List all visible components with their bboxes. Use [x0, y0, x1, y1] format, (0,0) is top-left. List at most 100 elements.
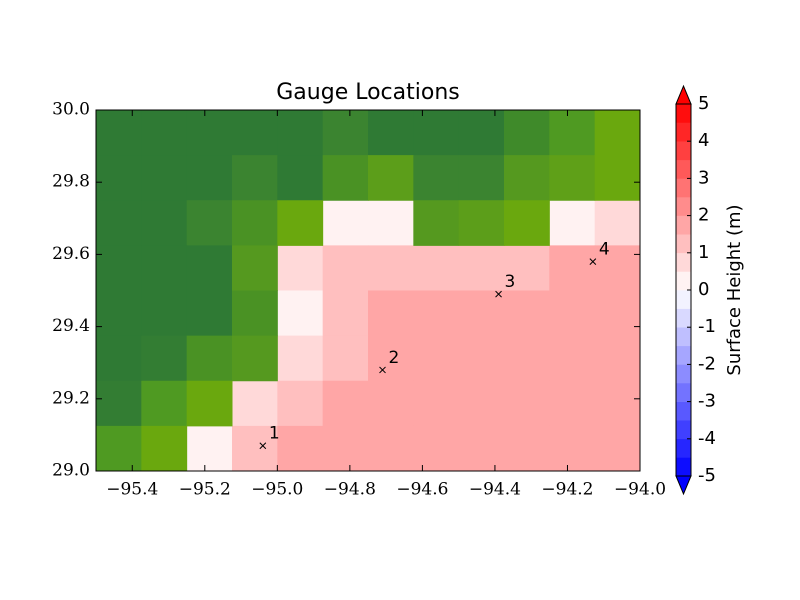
- y-tick-label: 30.0: [52, 100, 90, 120]
- colorbar-band: [676, 234, 691, 254]
- surface-cell: [322, 335, 369, 382]
- surface-cell: [322, 245, 369, 291]
- colorbar-band: [676, 141, 691, 161]
- colorbar-band: [676, 345, 691, 365]
- x-tick-label: −94.4: [469, 480, 521, 500]
- colorbar-tick-label: 5: [698, 93, 709, 114]
- surface-cell: [413, 335, 460, 382]
- surface-cell: [413, 425, 460, 472]
- colorbar-tick-label: -3: [698, 391, 716, 412]
- surface-cell: [368, 380, 414, 427]
- x-tick-label: −94.6: [396, 480, 448, 500]
- land-cell: [594, 110, 641, 156]
- gauge-label: 1: [269, 424, 280, 444]
- gauge-marker: [379, 366, 386, 374]
- colorbar-tick-label: -5: [698, 465, 716, 486]
- land-cell: [141, 155, 188, 201]
- colorbar-band: [676, 327, 691, 347]
- land-cell: [277, 110, 324, 156]
- surface-cell: [594, 425, 641, 472]
- land-cell: [186, 110, 233, 156]
- surface-cell: [549, 425, 596, 472]
- land-cell: [141, 290, 188, 337]
- y-tick-label: 29.2: [52, 388, 90, 408]
- land-cell: [186, 200, 233, 246]
- surface-cell: [458, 245, 505, 291]
- surface-cell: [368, 200, 414, 246]
- surface-cell: [277, 380, 324, 427]
- colorbar-tick-label: 3: [698, 167, 709, 188]
- land-cell: [232, 290, 278, 337]
- land-cell: [322, 155, 369, 201]
- surface-cell: [504, 290, 550, 337]
- colorbar-extend-top: [675, 84, 692, 105]
- surface-cell: [594, 245, 641, 291]
- gauge-marker: [495, 290, 502, 298]
- land-cell: [96, 155, 142, 201]
- land-cell: [186, 335, 233, 382]
- land-cell: [458, 200, 505, 246]
- surface-cell: [549, 245, 596, 291]
- surface-cell: [277, 245, 324, 291]
- colorbar-band: [676, 178, 691, 198]
- surface-cell: [458, 380, 505, 427]
- surface-cell: [549, 200, 596, 246]
- colorbar-tick-label: 1: [698, 242, 709, 263]
- land-cell: [141, 380, 188, 427]
- land-cell: [186, 380, 233, 427]
- land-cell: [504, 200, 550, 246]
- gauge-marker: [589, 258, 597, 265]
- land-cell: [277, 200, 324, 246]
- colorbar-tick-label: -4: [698, 428, 716, 449]
- colorbar-band: [676, 290, 691, 309]
- colorbar-band: [676, 420, 691, 440]
- land-cell: [141, 425, 188, 472]
- land-cell: [368, 155, 414, 201]
- colorbar-tick-label: -1: [698, 316, 716, 337]
- surface-cell: [504, 335, 550, 382]
- land-cell: [232, 200, 278, 246]
- land-cell: [96, 245, 142, 291]
- gauge-x-stroke: [259, 442, 267, 450]
- surface-cell: [594, 380, 641, 427]
- land-cell: [458, 155, 505, 201]
- colorbar-tick-label: 0: [698, 279, 709, 300]
- gauge-x-stroke: [495, 290, 502, 298]
- surface-cell: [322, 290, 369, 337]
- surface-cell: [368, 290, 414, 337]
- land-cell: [96, 200, 142, 246]
- gauge-label: 3: [505, 272, 516, 292]
- land-cell: [232, 335, 278, 382]
- land-cell: [141, 335, 188, 382]
- land-cell: [413, 155, 460, 201]
- y-tick-label: 29.8: [52, 172, 90, 192]
- gauge-x-stroke: [589, 258, 597, 265]
- colorbar-extend-bottom: [675, 475, 692, 496]
- y-tick-label: 29.6: [52, 244, 90, 264]
- colorbar-band: [676, 271, 691, 291]
- surface-cell: [322, 200, 369, 246]
- land-cell: [232, 245, 278, 291]
- land-cell: [277, 155, 324, 201]
- surface-cell: [277, 335, 324, 382]
- chart-title: Gauge Locations: [276, 80, 459, 105]
- gauge-marker: [259, 442, 267, 450]
- land-cell: [413, 110, 460, 156]
- surface-cell: [368, 425, 414, 472]
- gauge-label: 4: [599, 240, 610, 260]
- surface-cell: [322, 425, 369, 472]
- surface-cell: [322, 380, 369, 427]
- land-cell: [96, 110, 142, 156]
- surface-cell: [549, 290, 596, 337]
- surface-cell: [504, 425, 550, 472]
- surface-cell: [458, 290, 505, 337]
- plot-frame: [95, 109, 641, 472]
- x-tick-label: −95.4: [106, 480, 158, 500]
- colorbar-band: [676, 457, 691, 477]
- land-cell: [594, 155, 641, 201]
- surface-cell: [504, 245, 550, 291]
- x-tick-label: −95.0: [251, 480, 303, 500]
- colorbar-tick-label: -2: [698, 353, 716, 374]
- land-cell: [96, 335, 142, 382]
